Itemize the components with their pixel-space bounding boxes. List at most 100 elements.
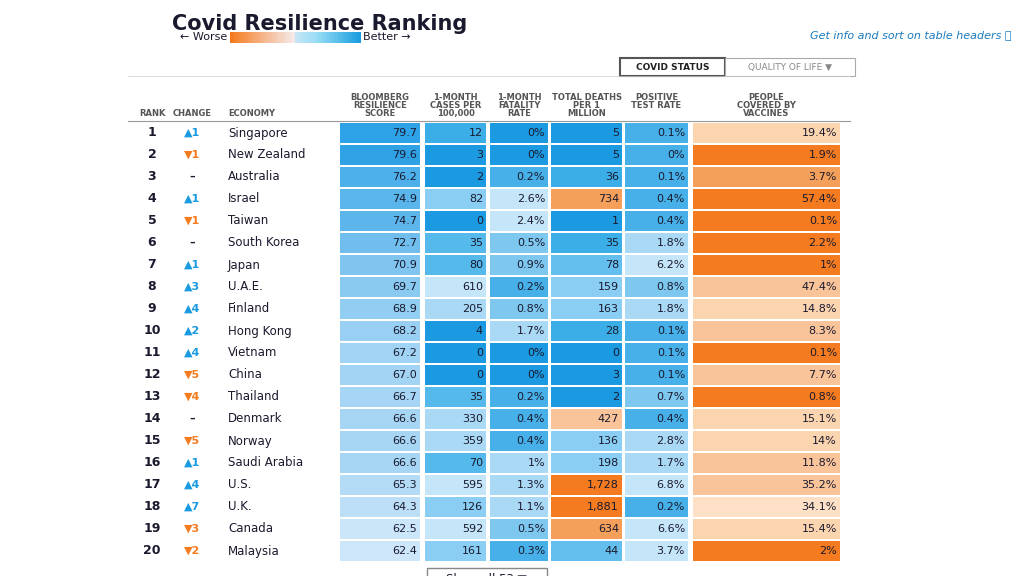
Bar: [693, 189, 840, 209]
Text: ▼1: ▼1: [184, 216, 200, 226]
Bar: [340, 541, 420, 561]
Bar: [625, 255, 688, 275]
Text: 0.3%: 0.3%: [517, 546, 545, 556]
Bar: [490, 145, 548, 165]
Text: 20: 20: [144, 544, 161, 558]
Bar: [693, 255, 840, 275]
Text: 15.1%: 15.1%: [801, 414, 837, 424]
Bar: [693, 497, 840, 517]
Bar: [625, 431, 688, 451]
Bar: [551, 475, 622, 495]
Text: PEOPLE: PEOPLE: [749, 93, 784, 102]
Text: 592: 592: [462, 524, 483, 534]
Bar: [625, 321, 688, 341]
Bar: [693, 519, 840, 539]
Bar: [490, 277, 548, 297]
Text: 0%: 0%: [527, 150, 545, 160]
Text: U.S.: U.S.: [228, 479, 251, 491]
Bar: [693, 211, 840, 231]
Bar: [693, 167, 840, 187]
Text: 0.1%: 0.1%: [657, 172, 685, 182]
Bar: [298, 32, 301, 43]
Text: Hong Kong: Hong Kong: [228, 324, 291, 338]
Text: Get info and sort on table headers 🔔: Get info and sort on table headers 🔔: [810, 30, 1012, 40]
Bar: [340, 409, 420, 429]
Text: 159: 159: [598, 282, 619, 292]
Text: 9: 9: [148, 302, 156, 316]
Text: 8: 8: [148, 281, 156, 294]
Text: ▼5: ▼5: [184, 370, 200, 380]
Text: 34.1%: 34.1%: [801, 502, 837, 512]
Text: ▼2: ▼2: [184, 546, 200, 556]
Bar: [625, 409, 688, 429]
Bar: [425, 167, 486, 187]
Text: 0: 0: [611, 348, 619, 358]
Text: 734: 734: [598, 194, 619, 204]
Text: 7.7%: 7.7%: [808, 370, 837, 380]
Text: 2: 2: [476, 172, 483, 182]
Text: 1%: 1%: [527, 458, 545, 468]
Bar: [693, 277, 840, 297]
Text: Finland: Finland: [228, 302, 270, 316]
Text: ▼4: ▼4: [184, 392, 200, 402]
Text: 35: 35: [469, 392, 483, 402]
Bar: [425, 475, 486, 495]
Text: 5: 5: [611, 150, 619, 160]
Text: 35.2%: 35.2%: [801, 480, 837, 490]
Bar: [693, 431, 840, 451]
Text: 100,000: 100,000: [436, 109, 474, 118]
Bar: [625, 189, 688, 209]
Bar: [490, 343, 548, 363]
Bar: [331, 32, 334, 43]
Bar: [625, 211, 688, 231]
Bar: [269, 32, 272, 43]
Text: 1,728: 1,728: [587, 480, 619, 490]
Text: 0.9%: 0.9%: [517, 260, 545, 270]
Bar: [625, 497, 688, 517]
Bar: [625, 167, 688, 187]
Text: –: –: [189, 172, 195, 182]
Text: FATALITY: FATALITY: [498, 101, 540, 110]
Bar: [551, 255, 622, 275]
Text: 163: 163: [598, 304, 619, 314]
Text: U.K.: U.K.: [228, 501, 251, 513]
Text: ▲4: ▲4: [184, 480, 200, 490]
Text: 19: 19: [144, 522, 161, 536]
Text: 3.7%: 3.7%: [808, 172, 837, 182]
Text: 67.2: 67.2: [392, 348, 417, 358]
Bar: [551, 453, 622, 473]
Bar: [551, 123, 622, 143]
Text: 74.9: 74.9: [392, 194, 417, 204]
Bar: [340, 431, 420, 451]
Text: 35: 35: [469, 238, 483, 248]
Text: 2: 2: [148, 149, 156, 161]
Text: 70.9: 70.9: [392, 260, 417, 270]
Bar: [490, 321, 548, 341]
Bar: [490, 123, 548, 143]
Text: 14: 14: [144, 412, 161, 426]
Bar: [425, 211, 486, 231]
Bar: [625, 343, 688, 363]
Bar: [551, 343, 622, 363]
Text: 62.5: 62.5: [392, 524, 417, 534]
Bar: [625, 299, 688, 319]
Text: QUALITY OF LIFE ▼: QUALITY OF LIFE ▼: [748, 63, 832, 71]
Text: COVID STATUS: COVID STATUS: [636, 63, 709, 71]
Text: 8.3%: 8.3%: [808, 326, 837, 336]
Text: 0.4%: 0.4%: [657, 216, 685, 226]
Bar: [340, 497, 420, 517]
Bar: [340, 189, 420, 209]
Bar: [357, 32, 360, 43]
Bar: [340, 233, 420, 253]
Bar: [289, 32, 292, 43]
Text: 65.3: 65.3: [392, 480, 417, 490]
Text: RATE: RATE: [507, 109, 530, 118]
Text: 6.8%: 6.8%: [657, 480, 685, 490]
Text: 0.4%: 0.4%: [657, 414, 685, 424]
Text: 4: 4: [476, 326, 483, 336]
Text: ← Worse: ← Worse: [180, 32, 227, 43]
Bar: [340, 343, 420, 363]
Bar: [490, 387, 548, 407]
Bar: [490, 475, 548, 495]
Text: CASES PER: CASES PER: [430, 101, 481, 110]
